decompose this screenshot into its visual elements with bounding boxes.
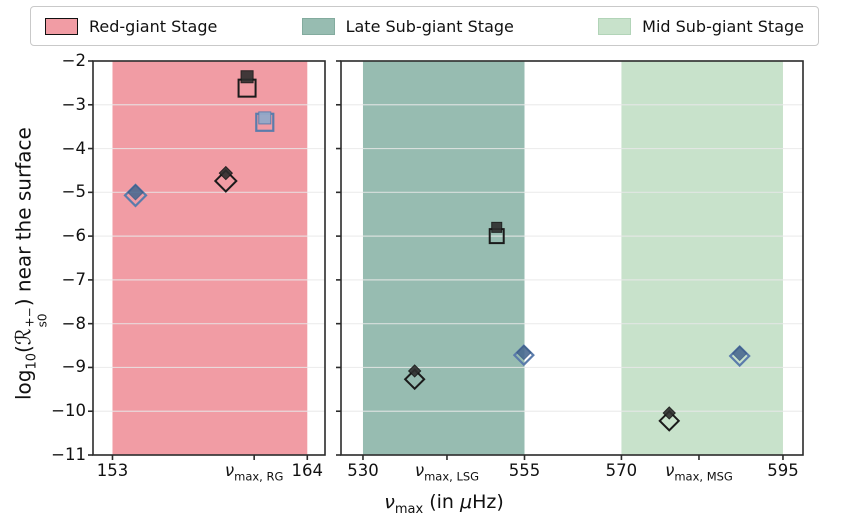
x-tick-label: νmax, LSG	[402, 461, 492, 483]
ylabel-log-sub: 10	[24, 353, 39, 370]
x-tick-label: νmax, MSG	[654, 461, 744, 483]
x-tick-label: 570	[576, 461, 666, 480]
stage-band	[363, 61, 525, 455]
x-tick-label: 555	[480, 461, 570, 480]
data-point-square	[241, 71, 253, 83]
nu-symbol: ν	[384, 491, 395, 513]
stage-band	[621, 61, 783, 455]
x-axis-label: νmax (in μHz)	[244, 491, 644, 517]
ylabel-log: log	[11, 370, 35, 401]
x-tick-label: 595	[738, 461, 828, 480]
data-point-square	[259, 112, 271, 124]
script-r-symbol: ℛ	[11, 328, 35, 345]
mu-symbol: μ	[460, 491, 472, 513]
ylabel-text: near the surface	[11, 127, 35, 298]
x-tick-label: 530	[318, 461, 408, 480]
data-point-square	[492, 222, 502, 232]
figure: Red-giant StageLate Sub-giant StageMid S…	[0, 0, 847, 529]
r-supsub: +−s0	[23, 307, 48, 327]
y-axis-label: log10(ℛ+−s0) near the surface	[11, 49, 48, 479]
plot-canvas	[0, 0, 847, 529]
stage-band	[112, 61, 307, 455]
